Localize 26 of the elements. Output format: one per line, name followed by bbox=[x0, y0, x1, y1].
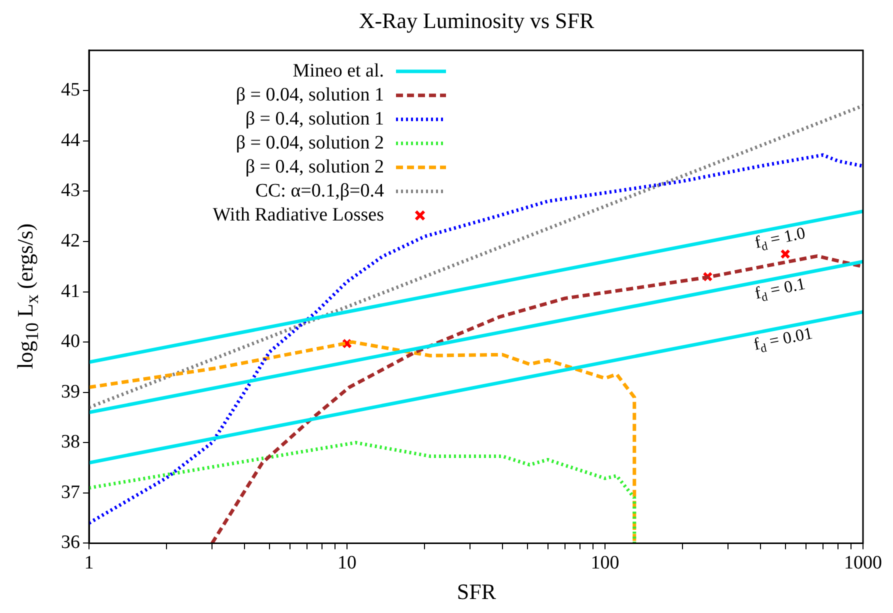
legend-label: β = 0.04, solution 2 bbox=[236, 132, 384, 154]
legend-label: β = 0.04, solution 1 bbox=[236, 84, 384, 106]
y-tick-label: 39 bbox=[61, 381, 80, 402]
annotation: fd = 0.01 bbox=[752, 323, 814, 356]
legend-label: With Radiative Losses bbox=[212, 204, 384, 226]
x-tick-label: 1 bbox=[84, 552, 94, 574]
y-tick-label: 44 bbox=[61, 130, 80, 151]
y-tick-label: 43 bbox=[61, 180, 80, 202]
legend-label: β = 0.4, solution 1 bbox=[245, 108, 384, 130]
y-tick-label: 37 bbox=[61, 482, 80, 503]
x-tick-label: 1000 bbox=[844, 552, 882, 574]
x-axis-title: SFR bbox=[456, 579, 498, 605]
y-tick-label: 36 bbox=[61, 532, 80, 554]
y-tick-label: 38 bbox=[61, 432, 80, 453]
y-tick-label: 41 bbox=[61, 280, 80, 302]
legend-label: β = 0.4, solution 2 bbox=[245, 156, 384, 178]
x-tick-label: 10 bbox=[338, 552, 356, 574]
annotation: fd = 1.0 bbox=[753, 223, 807, 254]
y-tick-label: 45 bbox=[61, 80, 80, 101]
x-tick-label: 100 bbox=[590, 552, 620, 574]
annotation: fd = 0.1 bbox=[753, 274, 807, 304]
chart-title: X-Ray Luminosity vs SFR bbox=[358, 8, 596, 34]
legend-label: CC: α=0.1,β=0.4 bbox=[255, 180, 384, 202]
y-tick-label: 42 bbox=[61, 230, 80, 252]
legend-label: Mineo et al. bbox=[292, 60, 384, 82]
y-tick-label: 40 bbox=[61, 331, 80, 352]
